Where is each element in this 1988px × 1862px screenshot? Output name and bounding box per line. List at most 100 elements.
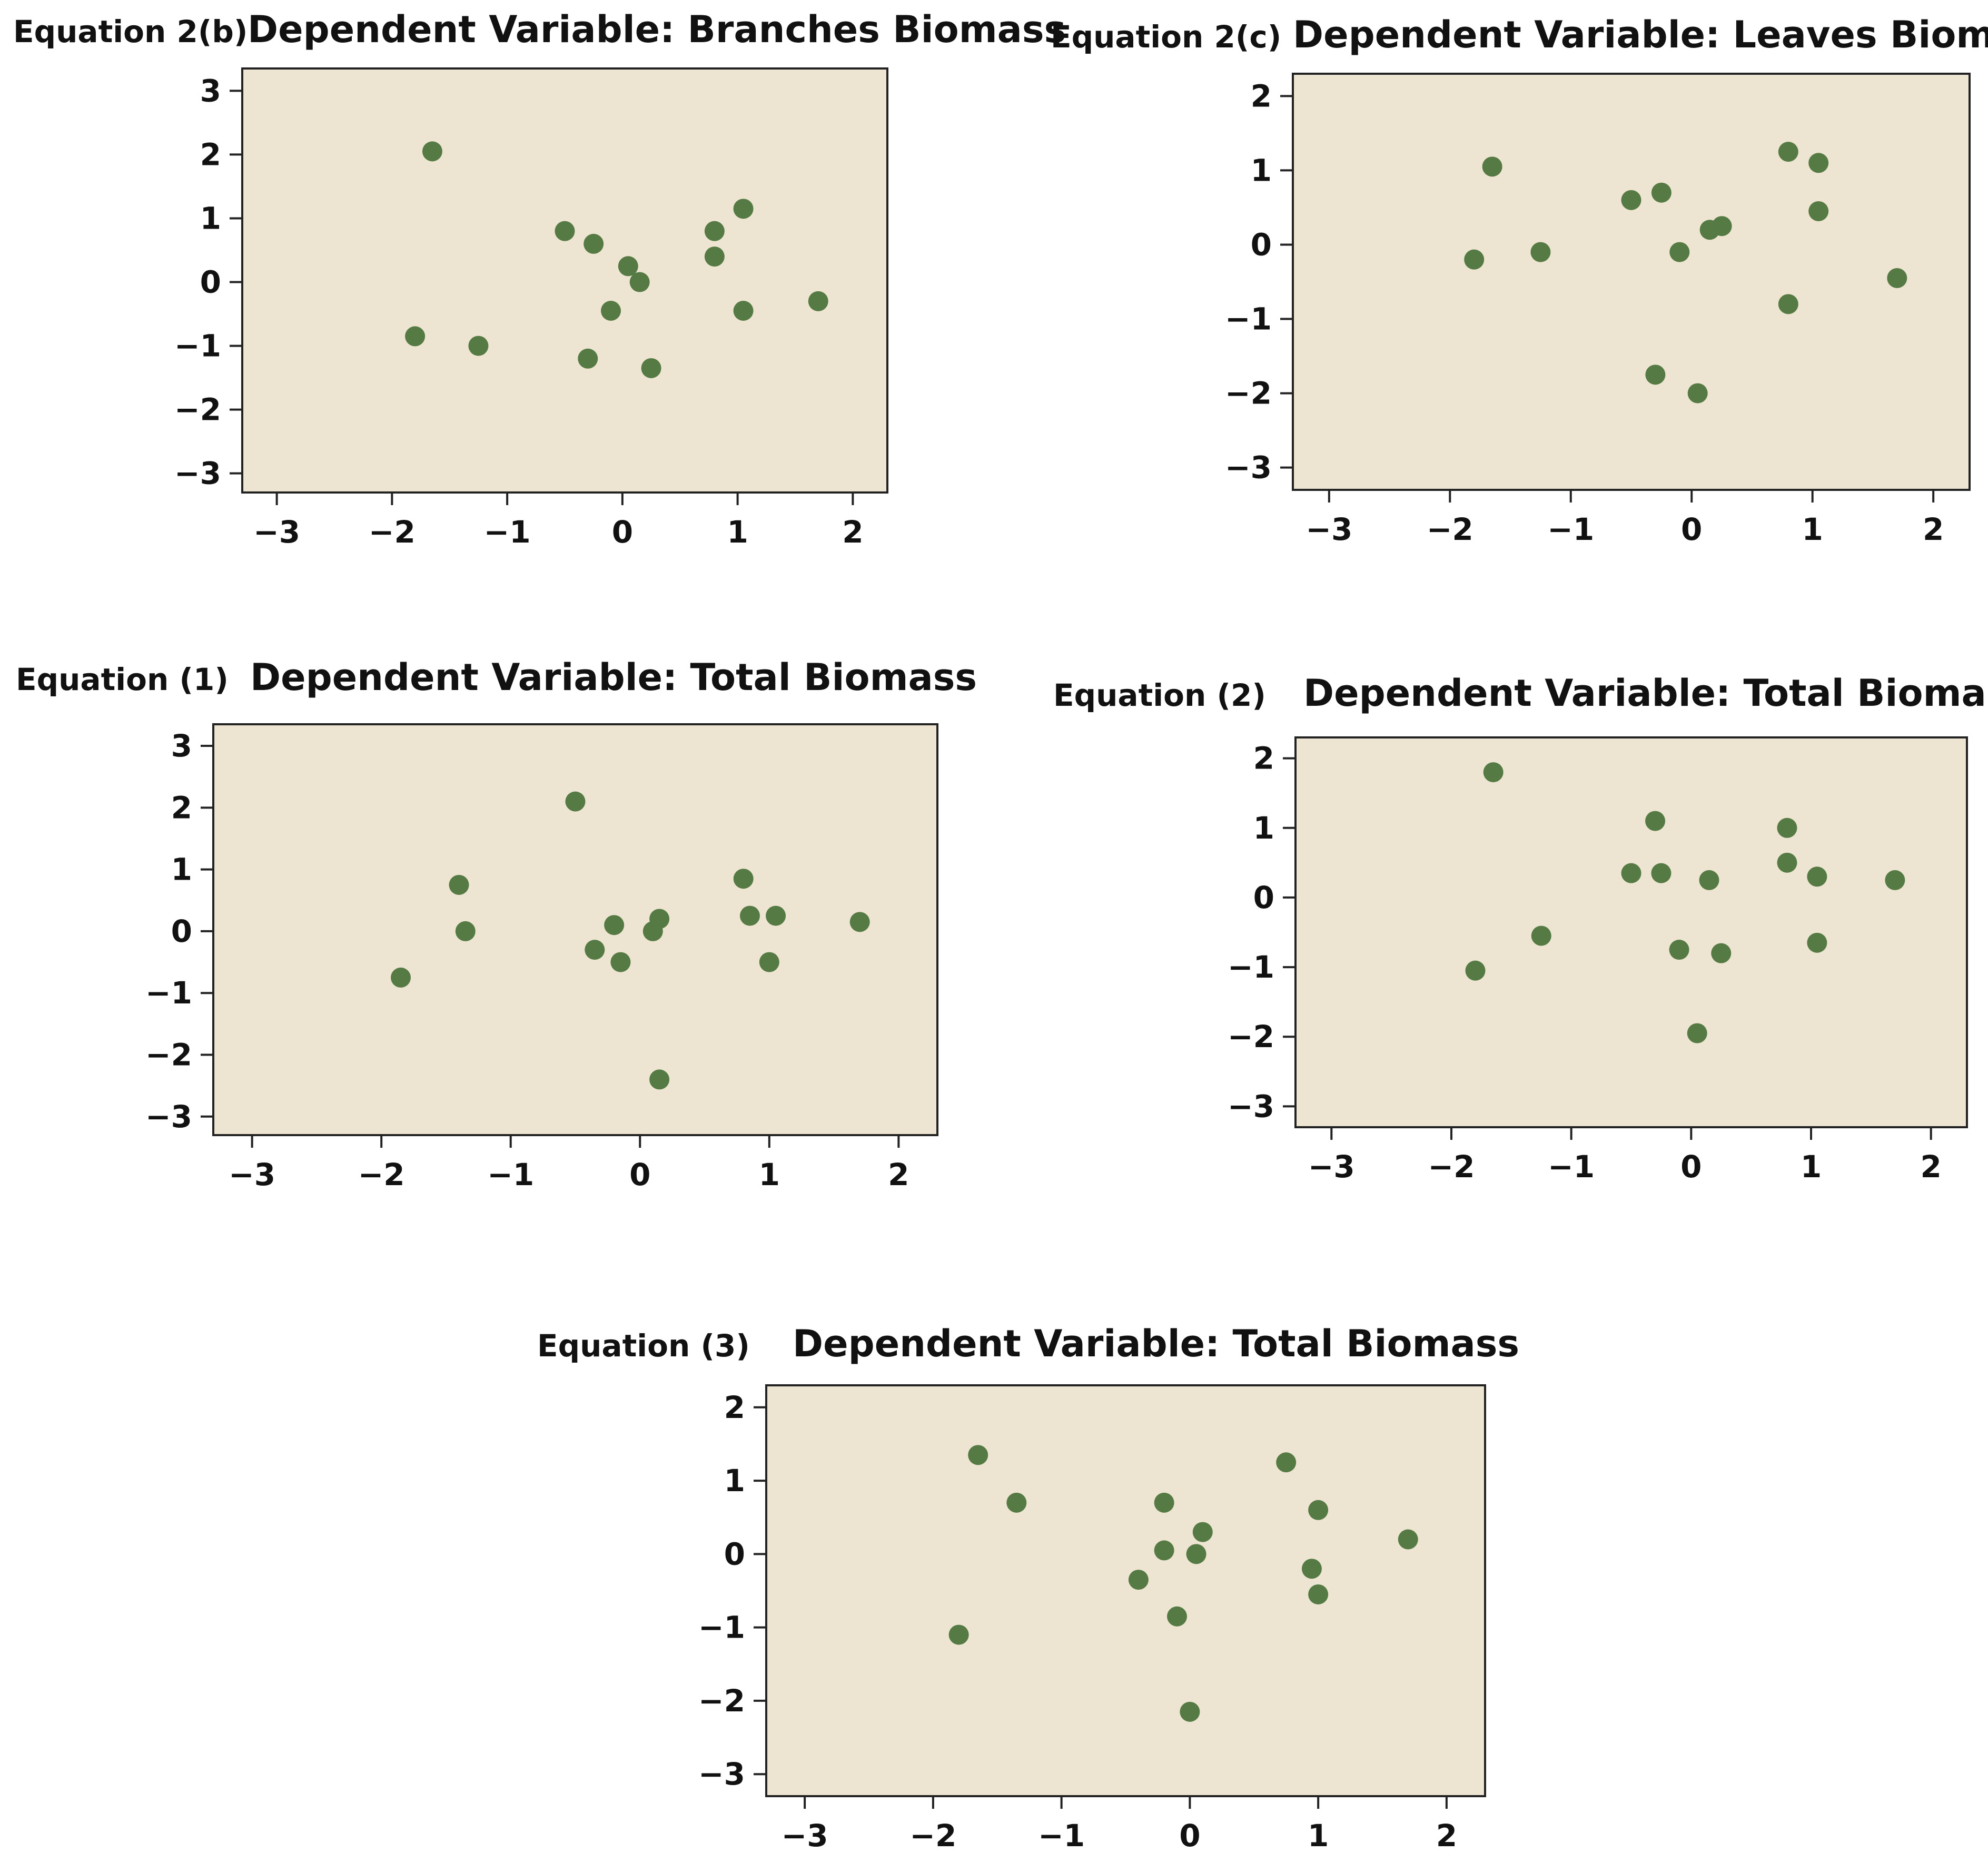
data-point <box>1651 863 1671 883</box>
panel-title: Dependent Variable: Branches Biomass <box>248 8 1066 51</box>
data-point <box>449 874 469 895</box>
y-tick-label: −2 <box>1228 1019 1274 1055</box>
data-point <box>1699 870 1719 890</box>
y-tick-label: −3 <box>174 456 221 491</box>
x-tick-label: 0 <box>1680 1149 1702 1185</box>
data-point <box>1777 852 1797 873</box>
y-tick-label: 0 <box>171 913 192 949</box>
data-point <box>704 221 725 241</box>
data-point <box>1483 762 1504 783</box>
data-point <box>1808 153 1829 173</box>
data-point <box>1645 364 1666 385</box>
data-point <box>1465 960 1486 981</box>
x-tick-label: −2 <box>1427 511 1473 547</box>
panel-title: Dependent Variable: Total Biomass <box>1303 672 1988 715</box>
x-tick-label: −3 <box>253 514 300 550</box>
panel-equation-label: Equation 2(c) <box>1051 19 1281 55</box>
y-tick-label: −1 <box>1228 949 1274 985</box>
y-tick-label: −3 <box>1228 1088 1274 1124</box>
data-point <box>1530 242 1551 262</box>
data-point <box>1180 1701 1200 1722</box>
data-point <box>391 967 411 988</box>
y-tick-label: −2 <box>174 392 221 428</box>
data-point <box>766 905 786 926</box>
x-tick-label: −3 <box>229 1157 275 1193</box>
data-point <box>1154 1492 1174 1513</box>
y-tick-label: 1 <box>171 852 192 888</box>
x-tick-label: 2 <box>1921 1149 1942 1185</box>
data-point <box>1308 1500 1329 1520</box>
y-tick-label: 2 <box>200 136 221 172</box>
data-point <box>1712 216 1732 237</box>
data-point <box>583 233 604 254</box>
y-tick-label: −1 <box>698 1610 745 1646</box>
y-tick-label: 3 <box>171 728 192 764</box>
data-point <box>1167 1606 1187 1627</box>
data-point <box>1192 1522 1213 1542</box>
y-tick-label: 3 <box>200 73 221 109</box>
x-tick-label: 0 <box>629 1157 650 1193</box>
x-tick-label: 2 <box>1923 511 1944 547</box>
plot-area <box>241 67 888 494</box>
y-tick-label: −2 <box>145 1037 192 1073</box>
data-point <box>1645 811 1666 831</box>
y-tick-label: 0 <box>724 1536 745 1572</box>
x-tick-label: −2 <box>358 1157 405 1193</box>
y-tick-label: 1 <box>1251 152 1272 188</box>
y-tick-label: −2 <box>698 1683 745 1719</box>
scatter-panel-total-eq1: Equation (1) Dependent Variable: Total Bi… <box>16 656 977 1193</box>
x-tick-label: −1 <box>1548 1149 1595 1185</box>
data-point <box>1276 1452 1297 1473</box>
x-tick-label: 1 <box>1802 511 1823 547</box>
data-point <box>1807 866 1827 887</box>
data-point <box>618 256 638 277</box>
x-tick-label: −2 <box>909 1818 956 1854</box>
y-tick-label: 1 <box>1253 810 1274 846</box>
data-point <box>1669 940 1689 960</box>
data-point <box>1128 1570 1149 1590</box>
x-tick-label: −3 <box>782 1818 828 1854</box>
data-point <box>733 301 754 321</box>
data-point <box>1464 249 1485 270</box>
x-tick-label: 1 <box>1801 1149 1822 1185</box>
data-point <box>1778 294 1798 314</box>
data-point <box>1308 1584 1329 1604</box>
data-point <box>1006 1492 1027 1513</box>
data-point <box>968 1445 988 1465</box>
x-tick-label: −1 <box>487 1157 534 1193</box>
data-point <box>948 1624 969 1645</box>
data-point <box>641 358 661 378</box>
data-point <box>601 301 621 321</box>
y-tick-label: 2 <box>724 1390 745 1425</box>
data-point <box>1154 1540 1174 1561</box>
y-tick-label: 0 <box>1251 226 1272 262</box>
data-point <box>455 921 476 941</box>
y-tick-label: 1 <box>200 200 221 236</box>
panel-equation-label: Equation (3) <box>537 1328 750 1364</box>
data-point <box>565 791 586 812</box>
panel-equation-label: Equation 2(b) <box>13 14 248 50</box>
y-tick-label: −3 <box>1225 450 1272 486</box>
data-point <box>1777 817 1797 838</box>
data-point <box>1687 1023 1707 1043</box>
y-tick-label: 0 <box>1253 880 1274 915</box>
scatter-panel-total-eq3: Equation (3) Dependent Variable: Total Bi… <box>537 1322 1519 1854</box>
data-point <box>1651 182 1671 203</box>
y-tick-label: −3 <box>698 1756 745 1792</box>
panel-title: Dependent Variable: Total Biomass <box>793 1322 1519 1365</box>
x-tick-label: 0 <box>1179 1818 1200 1854</box>
y-tick-label: 2 <box>1253 741 1274 776</box>
data-point <box>1531 925 1551 946</box>
x-tick-label: 1 <box>1308 1818 1329 1854</box>
scatter-panel-total-eq2: Equation (2) Dependent Variable: Total Bi… <box>1053 672 1988 1185</box>
plot-area <box>212 723 938 1136</box>
panel-equation-label: Equation (1) <box>16 662 229 697</box>
data-point <box>808 291 828 311</box>
x-tick-label: −3 <box>1305 511 1352 547</box>
y-tick-label: 2 <box>1251 78 1272 114</box>
data-point <box>1482 156 1502 177</box>
x-tick-label: 1 <box>759 1157 780 1193</box>
data-point <box>704 247 725 267</box>
data-point <box>1621 863 1641 883</box>
